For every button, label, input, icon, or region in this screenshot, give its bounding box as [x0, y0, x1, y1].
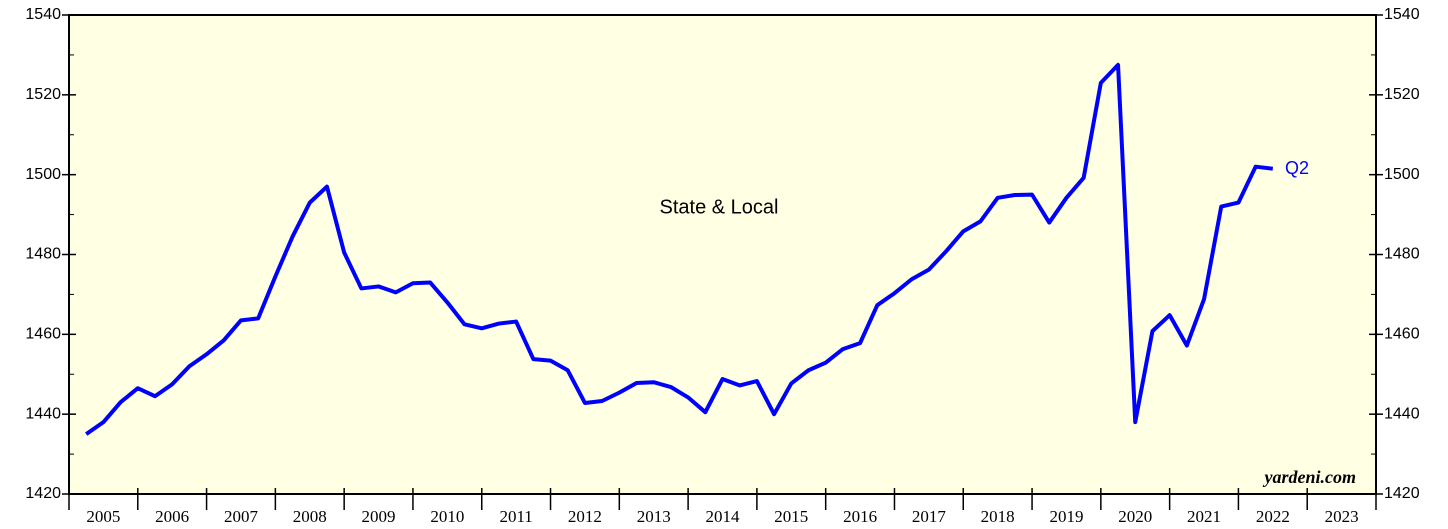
x-tick-label: 2023 [1325, 507, 1359, 526]
x-tick-label: 2022 [1256, 507, 1290, 526]
x-tick-label: 2011 [499, 507, 532, 526]
y-tick-label: 1500 [25, 166, 61, 183]
x-tick-label: 2010 [430, 507, 464, 526]
y2-tick-label: 1480 [1384, 246, 1420, 263]
y-tick-label: 1480 [25, 246, 61, 263]
x-tick-label: 2020 [1118, 507, 1152, 526]
y2-tick-label: 1500 [1384, 166, 1420, 183]
y2-tick-label: 1520 [1384, 86, 1420, 103]
x-tick-label: 2008 [293, 507, 327, 526]
x-tick-label: 2019 [1049, 507, 1083, 526]
y-tick-label: 1540 [25, 6, 61, 23]
x-tick-label: 2009 [362, 507, 396, 526]
y2-tick-label: 1540 [1384, 6, 1420, 23]
x-tick-label: 2021 [1187, 507, 1221, 526]
x-tick-label: 2018 [981, 507, 1015, 526]
y-tick-label: 1520 [25, 86, 61, 103]
source: yardeni.com [1263, 467, 1357, 487]
x-tick-label: 2015 [774, 507, 808, 526]
x-tick-label: 2006 [155, 507, 189, 526]
series-label: State & Local [660, 196, 779, 218]
plot-area [68, 14, 1377, 495]
y-tick-label: 1440 [25, 405, 61, 422]
x-tick-label: 2016 [843, 507, 877, 526]
y-tick-label: 1460 [25, 326, 61, 343]
x-tick-label: 2014 [706, 507, 741, 526]
period-label: Q2 [1285, 158, 1309, 178]
x-tick-label: 2005 [86, 507, 120, 526]
x-tick-label: 2013 [637, 507, 671, 526]
y2-tick-label: 1460 [1384, 326, 1420, 343]
x-tick-label: 2007 [224, 507, 259, 526]
y2-tick-label: 1440 [1384, 405, 1420, 422]
y-tick-label: 1420 [25, 485, 61, 502]
line [85, 62, 1274, 436]
x-tick-label: 2012 [568, 507, 602, 526]
x-tick-label: 2017 [912, 507, 947, 526]
y2-tick-label: 1420 [1384, 485, 1420, 502]
